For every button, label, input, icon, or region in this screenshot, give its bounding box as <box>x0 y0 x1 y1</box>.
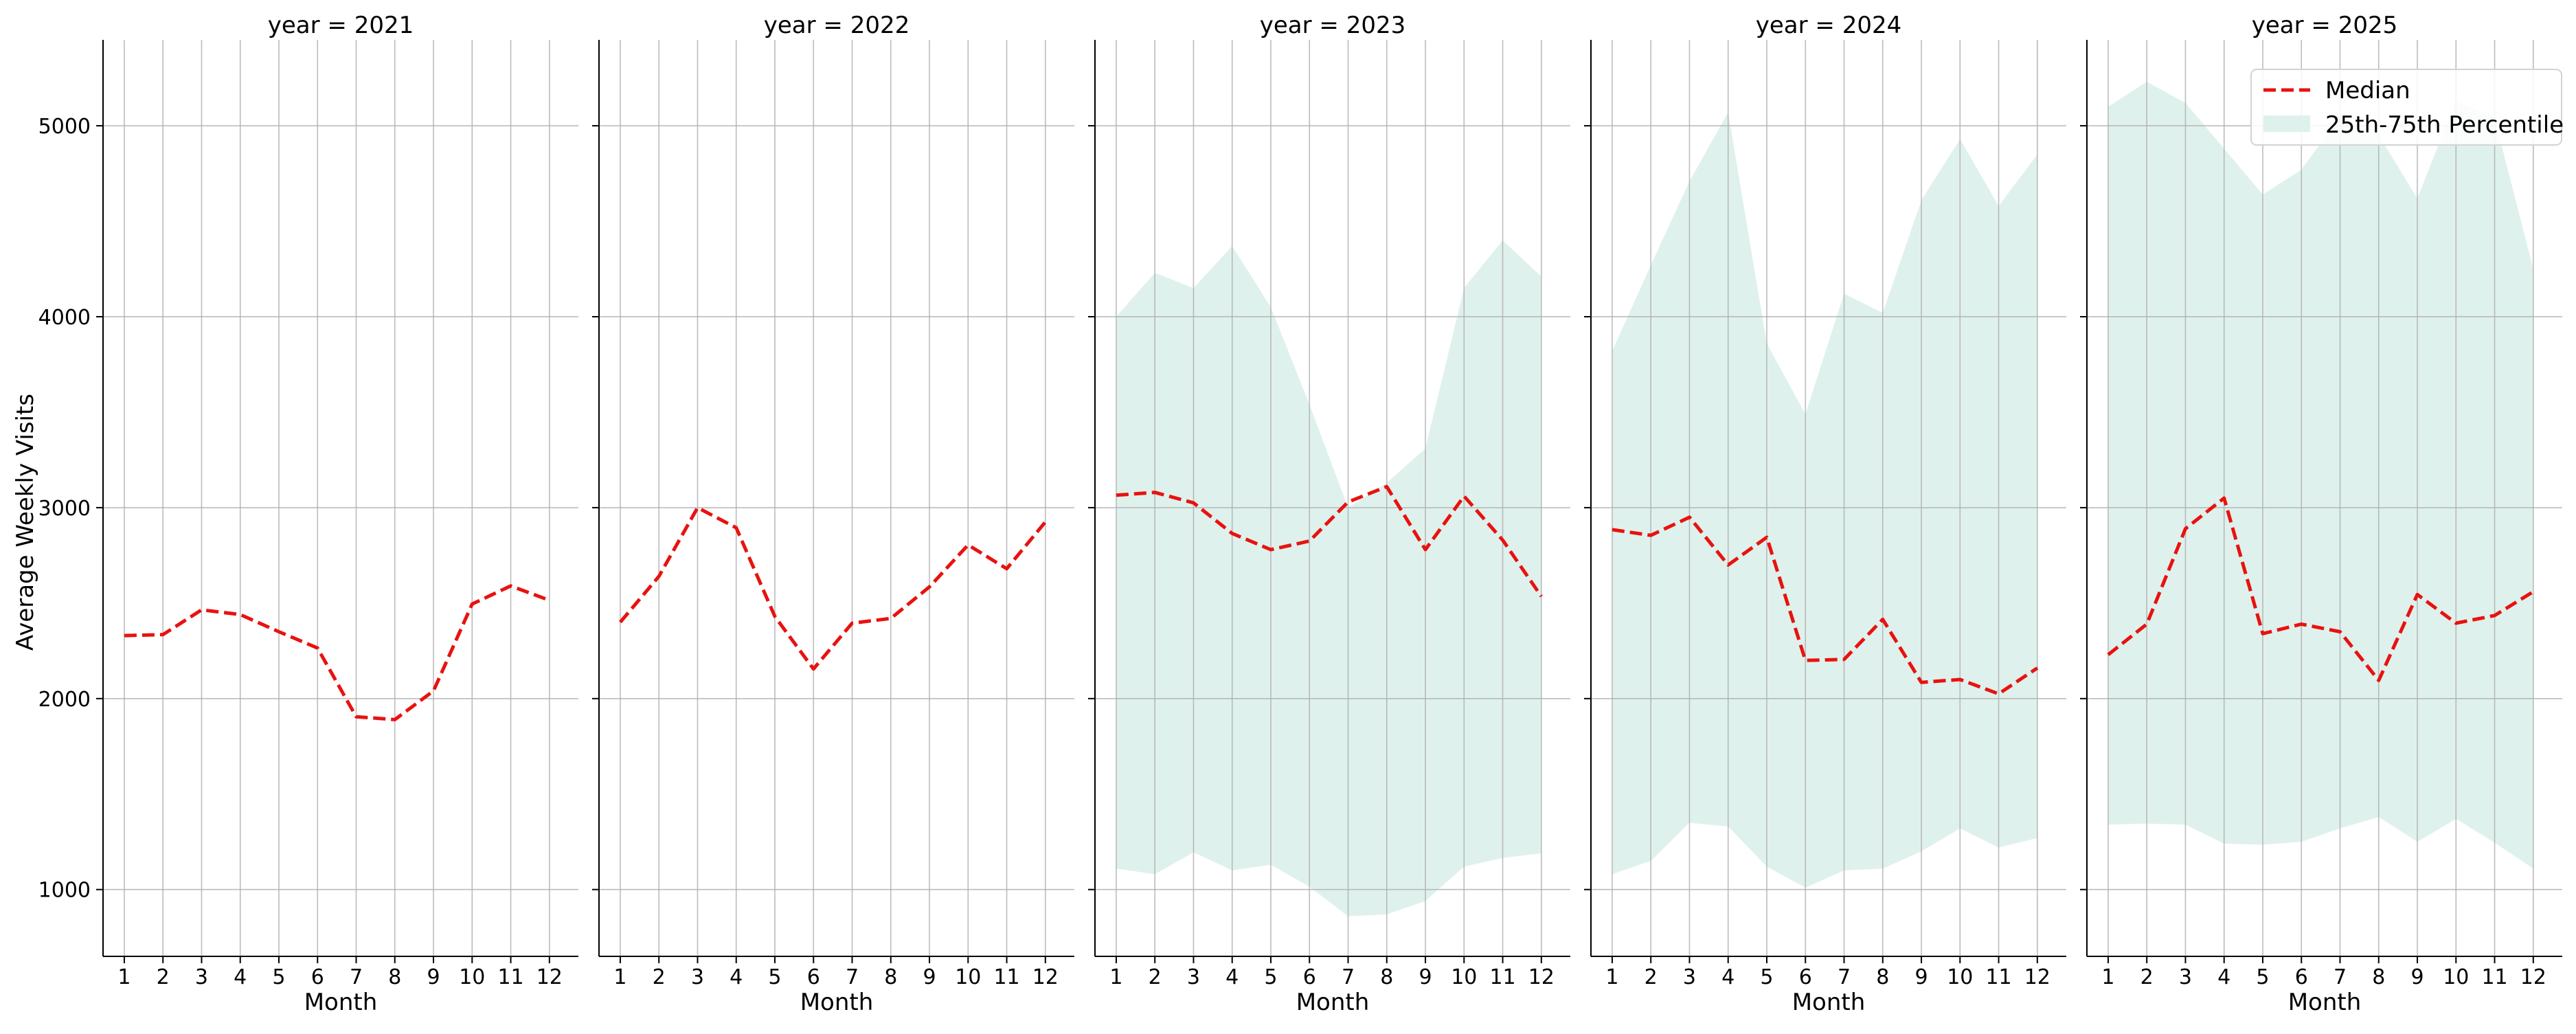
x-tick-label: 8 <box>388 965 401 989</box>
x-tick-label: 10 <box>955 965 981 989</box>
x-tick-label: 4 <box>2217 965 2230 989</box>
panel-title: year = 2021 <box>268 12 414 39</box>
x-tick-label: 2 <box>653 965 666 989</box>
percentile-band <box>2108 82 2533 868</box>
y-tick-label: 2000 <box>38 688 91 712</box>
x-tick-label: 11 <box>1489 965 1515 989</box>
legend: Median 25th-75th Percentile <box>2251 69 2564 145</box>
x-tick-label: 1 <box>2101 965 2114 989</box>
x-tick-label: 10 <box>1451 965 1477 989</box>
x-axis-label: Month <box>304 989 378 1016</box>
x-tick-label: 12 <box>2024 965 2050 989</box>
x-tick-label: 8 <box>1876 965 1889 989</box>
x-tick-label: 5 <box>768 965 781 989</box>
panel-title: year = 2024 <box>1756 12 1901 39</box>
x-tick-label: 9 <box>2410 965 2424 989</box>
x-tick-label: 12 <box>2520 965 2546 989</box>
x-tick-label: 2 <box>1645 965 1658 989</box>
x-axis-label: Month <box>1792 989 1866 1016</box>
x-tick-label: 9 <box>1914 965 1928 989</box>
x-tick-label: 11 <box>1985 965 2011 989</box>
x-tick-label: 3 <box>195 965 208 989</box>
x-tick-label: 12 <box>1032 965 1059 989</box>
x-tick-label: 7 <box>1838 965 1851 989</box>
x-tick-label: 7 <box>1342 965 1355 989</box>
x-tick-label: 7 <box>350 965 363 989</box>
panel-title: year = 2025 <box>2252 12 2397 39</box>
x-axis-label: Month <box>800 989 874 1016</box>
x-tick-label: 1 <box>613 965 626 989</box>
x-tick-label: 12 <box>536 965 563 989</box>
x-tick-label: 1 <box>1605 965 1618 989</box>
x-tick-label: 3 <box>1683 965 1696 989</box>
x-tick-label: 10 <box>2443 965 2469 989</box>
x-tick-label: 7 <box>2334 965 2347 989</box>
x-tick-label: 4 <box>234 965 247 989</box>
y-tick-label: 3000 <box>38 497 91 521</box>
y-axis-label: Average Weekly Visits <box>12 394 39 651</box>
y-tick-label: 4000 <box>38 306 91 330</box>
x-tick-label: 8 <box>2372 965 2385 989</box>
x-tick-label: 9 <box>1419 965 1432 989</box>
x-tick-label: 4 <box>1225 965 1239 989</box>
x-tick-label: 4 <box>1721 965 1735 989</box>
median-line <box>620 508 1046 669</box>
x-tick-label: 9 <box>923 965 936 989</box>
x-tick-label: 12 <box>1528 965 1555 989</box>
x-tick-label: 11 <box>497 965 523 989</box>
x-tick-label: 7 <box>846 965 859 989</box>
x-axis-label: Month <box>1296 989 1370 1016</box>
x-tick-label: 2 <box>157 965 170 989</box>
x-tick-label: 8 <box>884 965 897 989</box>
legend-band-label: 25th-75th Percentile <box>2325 111 2564 139</box>
y-tick-label: 5000 <box>38 115 91 139</box>
x-tick-label: 6 <box>311 965 324 989</box>
x-tick-label: 5 <box>1760 965 1773 989</box>
x-tick-label: 3 <box>1187 965 1200 989</box>
x-tick-label: 4 <box>730 965 743 989</box>
x-tick-label: 2 <box>1149 965 1162 989</box>
x-axis-label: Month <box>2288 989 2362 1016</box>
percentile-band <box>1116 240 1541 917</box>
y-tick-label: 1000 <box>38 879 91 903</box>
x-tick-label: 2 <box>2140 965 2154 989</box>
x-tick-label: 1 <box>1109 965 1122 989</box>
x-tick-label: 3 <box>2179 965 2192 989</box>
x-tick-label: 1 <box>117 965 131 989</box>
legend-band-swatch <box>2263 115 2310 132</box>
median-line <box>124 586 550 720</box>
x-tick-label: 3 <box>691 965 704 989</box>
legend-median-label: Median <box>2325 77 2410 104</box>
percentile-band <box>1612 113 2037 888</box>
panel-title: year = 2022 <box>764 12 909 39</box>
x-tick-label: 10 <box>1947 965 1973 989</box>
panel-title: year = 2023 <box>1260 12 1405 39</box>
x-tick-label: 6 <box>2295 965 2308 989</box>
x-tick-label: 10 <box>459 965 485 989</box>
x-tick-label: 5 <box>2256 965 2269 989</box>
x-tick-label: 6 <box>1799 965 1812 989</box>
x-tick-label: 6 <box>807 965 820 989</box>
x-tick-label: 6 <box>1303 965 1316 989</box>
x-tick-label: 5 <box>1264 965 1277 989</box>
x-tick-label: 8 <box>1380 965 1393 989</box>
x-tick-label: 11 <box>993 965 1019 989</box>
x-tick-label: 9 <box>427 965 440 989</box>
x-tick-label: 5 <box>272 965 285 989</box>
x-tick-label: 11 <box>2481 965 2507 989</box>
